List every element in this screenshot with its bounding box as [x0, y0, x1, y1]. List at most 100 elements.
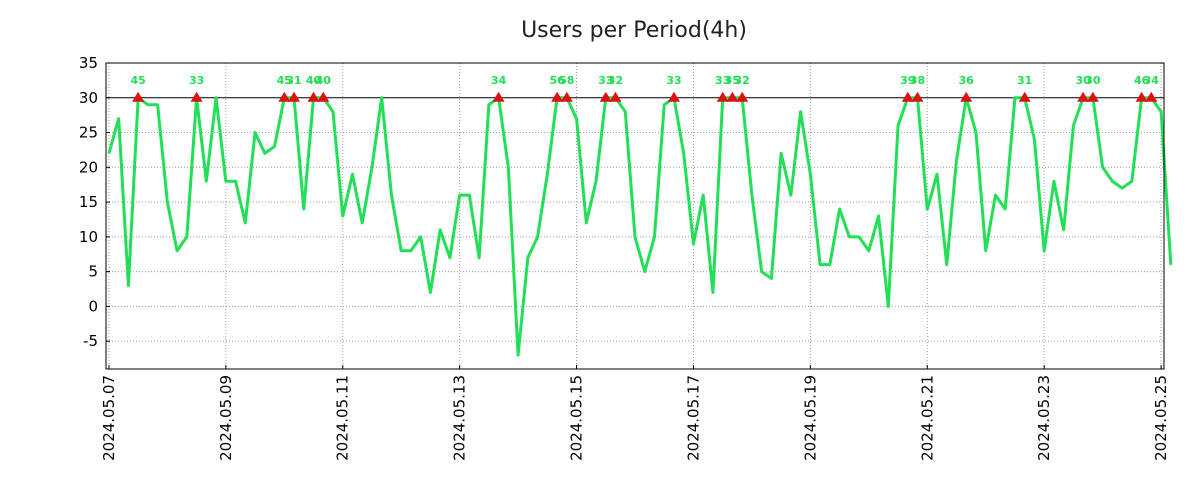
data-point: [1160, 111, 1162, 113]
data-point: [439, 229, 441, 231]
data-point: [108, 152, 110, 155]
data-point: [273, 145, 276, 148]
data-point: [517, 354, 519, 356]
data-point: [1131, 180, 1133, 182]
peak-marker: [901, 91, 914, 102]
peak-marker: [726, 91, 739, 102]
peak-label: 31: [1017, 74, 1032, 87]
data-point: [819, 264, 821, 266]
data-point: [809, 173, 811, 175]
data-point: [244, 222, 246, 224]
peak-label: 30: [1075, 74, 1091, 87]
peak-label: 45: [277, 74, 292, 87]
data-point: [575, 118, 578, 120]
peak-marker: [599, 91, 612, 102]
x-tick-label: 2024.05.19: [801, 375, 819, 461]
x-tick-label: 2024.05.13: [451, 375, 469, 461]
data-point: [1111, 180, 1113, 182]
data-point: [351, 173, 354, 175]
peak-label: 58: [559, 74, 574, 87]
data-point: [1053, 180, 1055, 182]
data-point: [527, 257, 529, 259]
data-point: [644, 271, 646, 273]
y-tick-label: 35: [79, 54, 98, 72]
peak-label: 33: [715, 74, 730, 87]
y-tick-label: 15: [79, 193, 98, 211]
series-line-users: [107, 96, 1173, 357]
data-point: [985, 250, 987, 252]
peak-label: 31: [286, 74, 301, 87]
y-tick-label: 30: [79, 89, 98, 107]
data-point: [751, 194, 753, 196]
peak-label: 34: [491, 74, 507, 87]
data-point: [429, 291, 432, 294]
data-point: [1063, 229, 1065, 231]
data-point: [761, 271, 763, 273]
series-layer: [107, 96, 1173, 357]
data-point: [946, 264, 948, 266]
data-point: [449, 257, 451, 259]
x-tick-label: 2024.05.21: [918, 375, 936, 461]
data-point: [780, 152, 782, 155]
data-point: [829, 264, 831, 266]
data-point: [585, 222, 587, 224]
y-tick-label: 20: [79, 158, 98, 176]
data-point: [936, 173, 938, 175]
data-point: [595, 180, 597, 182]
data-point: [264, 152, 266, 155]
data-point: [1014, 97, 1016, 99]
data-point: [897, 124, 899, 127]
data-point: [955, 159, 958, 161]
data-point: [390, 194, 393, 196]
peak-marker: [1086, 91, 1099, 102]
data-point: [887, 305, 889, 308]
data-point: [400, 250, 402, 252]
data-point: [303, 208, 305, 210]
plot-frame: [105, 62, 1165, 370]
data-point: [205, 180, 207, 182]
data-point: [536, 236, 539, 238]
data-point: [663, 104, 665, 106]
peak-marker: [609, 91, 622, 102]
data-point: [848, 236, 850, 238]
data-point: [975, 131, 977, 134]
peak-label: 35: [725, 74, 740, 87]
peak-marker: [492, 91, 505, 102]
peak-label: 38: [910, 74, 925, 87]
peak-marker: [1018, 91, 1031, 102]
peak-label: 33: [666, 74, 681, 87]
data-point: [420, 236, 422, 238]
x-tick-label: 2024.05.23: [1035, 375, 1053, 461]
data-point: [770, 277, 772, 280]
data-point: [868, 250, 870, 252]
data-point: [1121, 187, 1123, 189]
peak-label: 40: [316, 74, 332, 87]
data-point: [234, 180, 237, 182]
data-point: [478, 257, 480, 259]
peak-label: 36: [959, 74, 975, 87]
peak-label: 33: [598, 74, 613, 87]
peak-label: 45: [130, 74, 145, 87]
peak-label: 46: [1134, 74, 1150, 87]
marker-layer: [132, 91, 1158, 102]
data-point: [118, 118, 120, 120]
data-point: [1170, 264, 1172, 266]
peak-marker: [317, 91, 330, 102]
peak-marker: [307, 91, 320, 102]
data-point: [800, 111, 802, 113]
data-point: [634, 236, 636, 238]
peak-marker: [1145, 91, 1158, 102]
peak-marker: [716, 91, 729, 102]
data-point: [157, 104, 159, 106]
peak-marker: [1077, 91, 1090, 102]
chart-title: Users per Period(4h): [521, 18, 747, 43]
y-tick-label: 10: [79, 228, 98, 246]
x-tick-label: 2024.05.09: [217, 375, 235, 461]
data-point: [410, 250, 412, 252]
y-tick-label: 5: [88, 263, 98, 281]
data-point: [186, 236, 188, 238]
peak-label: 40: [306, 74, 322, 87]
data-point: [692, 243, 695, 245]
peak-marker: [668, 91, 680, 102]
